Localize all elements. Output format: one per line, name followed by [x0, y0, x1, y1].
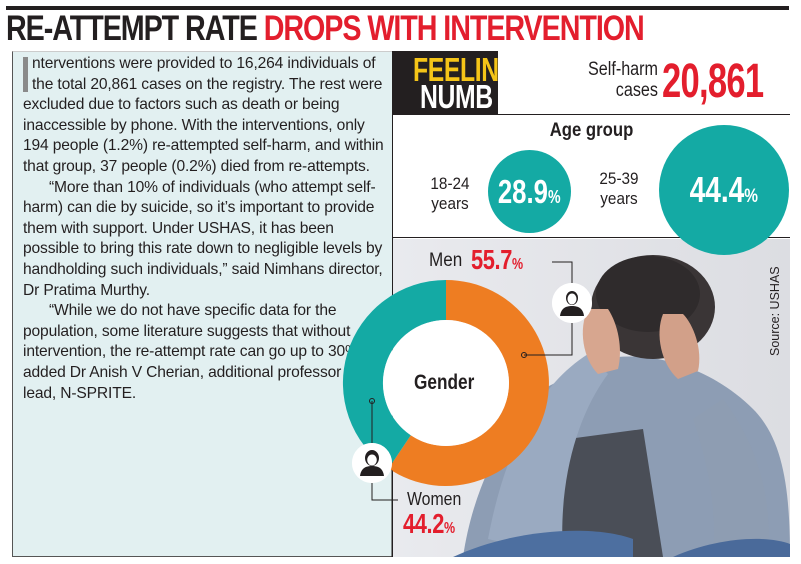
age-label-18-24: 18-24 years — [430, 174, 470, 213]
dropcap-bar — [23, 57, 28, 92]
men-value: 55.7% — [471, 244, 523, 275]
headline: RE-ATTEMPT RATE DROPS WITH INTERVENTION — [6, 11, 654, 47]
gender-title: Gender — [414, 371, 475, 394]
age-label-25-39: 25-39 years — [599, 169, 639, 208]
source-credit: Source: USHAS — [768, 266, 782, 356]
donut-slice-women — [342, 280, 446, 469]
feeling-numb-box: FEELING NUMB — [393, 51, 518, 115]
age-circle-25-39: 44.4% — [659, 125, 789, 255]
story-paragraph-3: “While we do not have specific data for … — [23, 302, 371, 402]
headline-part-red: DROPS WITH INTERVENTION — [263, 9, 645, 48]
top-rule — [6, 6, 789, 10]
women-label: Women — [407, 489, 462, 509]
woman-avatar-icon — [352, 443, 392, 483]
story-panel: nterventions were provided to 16,264 ind… — [12, 51, 394, 557]
age-circle-18-24: 28.9% — [488, 150, 571, 233]
gender-donut-chart — [342, 280, 549, 486]
story-paragraph-2: “More than 10% of individuals (who attem… — [23, 178, 383, 299]
age-group-section: Age group 18-24 years 28.9% 25-39 years … — [393, 115, 790, 255]
feeling-title-line2: NUMB — [420, 78, 493, 115]
story-paragraph-1: nterventions were provided to 16,264 ind… — [23, 55, 384, 175]
men-label: Men — [429, 250, 463, 271]
age-group-title: Age group — [549, 120, 634, 141]
donut-slice-men — [388, 280, 549, 486]
cases-value: 20,861 — [662, 55, 764, 108]
man-avatar-icon — [552, 283, 592, 323]
headline-part-black: RE-ATTEMPT RATE — [6, 9, 264, 48]
women-value: 44.2% — [403, 508, 455, 539]
self-harm-cases-box: Self-harm cases 20,861 — [498, 51, 790, 115]
story-text: nterventions were provided to 16,264 ind… — [23, 54, 393, 404]
